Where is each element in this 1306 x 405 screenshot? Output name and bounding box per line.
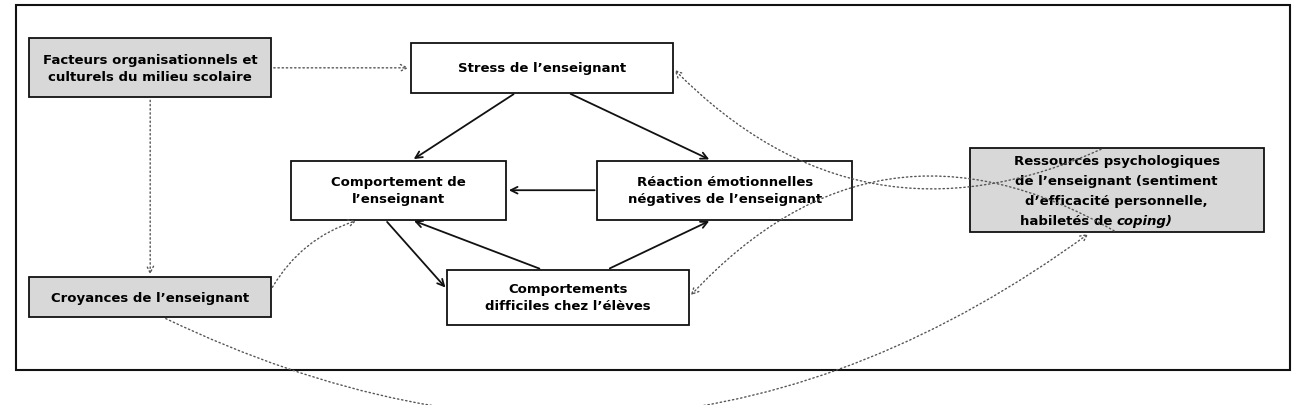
- Text: Stress de l’enseignant: Stress de l’enseignant: [458, 62, 626, 75]
- FancyBboxPatch shape: [597, 161, 852, 220]
- FancyBboxPatch shape: [290, 161, 505, 220]
- Text: habiletés de: habiletés de: [1020, 214, 1117, 227]
- Text: de l’enseignant (sentiment: de l’enseignant (sentiment: [1015, 174, 1218, 187]
- Text: Ressources psychologiques: Ressources psychologiques: [1013, 154, 1220, 168]
- FancyBboxPatch shape: [969, 149, 1263, 233]
- FancyBboxPatch shape: [447, 270, 690, 325]
- FancyBboxPatch shape: [30, 39, 270, 98]
- Text: coping): coping): [1117, 214, 1173, 227]
- Text: d’efficacité personnelle,: d’efficacité personnelle,: [1025, 194, 1208, 207]
- Text: Comportement de
l’enseignant: Comportement de l’enseignant: [330, 176, 466, 206]
- Text: Croyances de l’enseignant: Croyances de l’enseignant: [51, 291, 249, 304]
- Text: Facteurs organisationnels et
culturels du milieu scolaire: Facteurs organisationnels et culturels d…: [43, 54, 257, 83]
- Text: Réaction émotionnelles
négatives de l’enseignant: Réaction émotionnelles négatives de l’en…: [628, 176, 821, 206]
- Text: Comportements
difficiles chez l’élèves: Comportements difficiles chez l’élèves: [486, 283, 650, 313]
- FancyBboxPatch shape: [411, 44, 673, 94]
- FancyBboxPatch shape: [30, 277, 270, 318]
